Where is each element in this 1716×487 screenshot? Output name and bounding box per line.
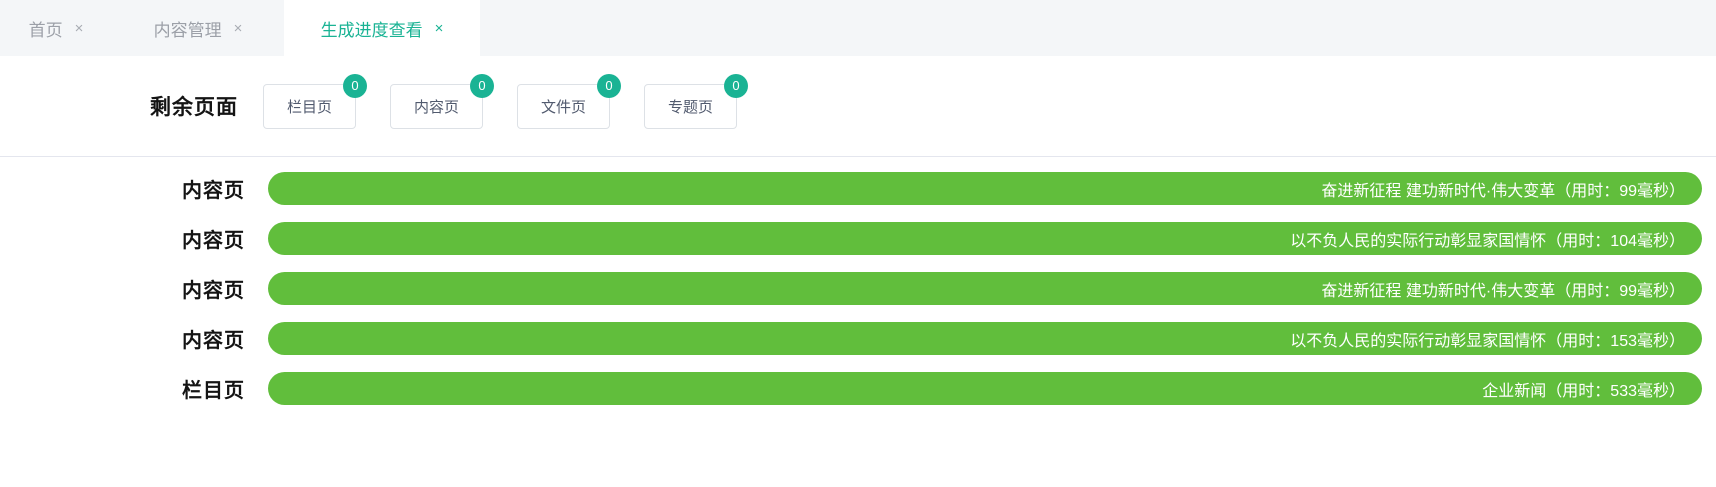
progress-row: 内容页 奋进新征程 建功新时代·伟大变革（用时：99毫秒） <box>0 172 1716 205</box>
progress-bar-text: 奋进新征程 建功新时代·伟大变革（用时：99毫秒） <box>1321 182 1685 200</box>
progress-bar-text: 以不负人民的实际行动彰显家国情怀（用时：104毫秒） <box>1290 232 1685 250</box>
tab-content-management-label: 内容管理 <box>153 20 222 40</box>
counter-column-page-badge: 0 <box>343 73 367 98</box>
counter-file-page-label: 文件页 <box>540 98 586 116</box>
tab-home-label: 首页 <box>28 20 63 40</box>
remaining-pages-header: 剩余页面 栏目页 0 内容页 0 文件页 0 专题页 0 <box>0 56 1716 157</box>
progress-bar: 奋进新征程 建功新时代·伟大变革（用时：99毫秒） <box>268 272 1702 305</box>
progress-bar: 奋进新征程 建功新时代·伟大变革（用时：99毫秒） <box>268 172 1702 205</box>
counter-file-page-badge: 0 <box>597 73 621 98</box>
tab-generation-progress[interactable]: 生成进度查看 × <box>284 0 480 56</box>
progress-row-type: 内容页 <box>182 230 245 252</box>
progress-row: 内容页 以不负人民的实际行动彰显家国情怀（用时：153毫秒） <box>0 322 1716 355</box>
progress-bar-text: 奋进新征程 建功新时代·伟大变革（用时：99毫秒） <box>1321 282 1685 300</box>
tab-generation-progress-label: 生成进度查看 <box>320 20 423 40</box>
counter-content-page-badge: 0 <box>470 73 494 98</box>
progress-bar: 企业新闻（用时：533毫秒） <box>268 372 1702 405</box>
progress-row-type: 内容页 <box>182 280 245 302</box>
counter-content-page-label: 内容页 <box>413 98 459 116</box>
progress-list: 内容页 奋进新征程 建功新时代·伟大变革（用时：99毫秒） 内容页 以不负人民的… <box>0 157 1716 405</box>
counter-topic-page-label: 专题页 <box>667 98 713 116</box>
progress-bar-text: 企业新闻（用时：533毫秒） <box>1482 382 1685 400</box>
progress-row: 内容页 以不负人民的实际行动彰显家国情怀（用时：104毫秒） <box>0 222 1716 255</box>
progress-row-type: 内容页 <box>182 180 245 202</box>
counter-content-page[interactable]: 内容页 0 <box>390 73 494 129</box>
progress-row: 栏目页 企业新闻（用时：533毫秒） <box>0 372 1716 405</box>
progress-bar-text: 以不负人民的实际行动彰显家国情怀（用时：153毫秒） <box>1290 332 1685 350</box>
counter-column-page[interactable]: 栏目页 0 <box>263 73 367 129</box>
counter-column-page-label: 栏目页 <box>286 98 332 116</box>
close-icon[interactable]: × <box>74 19 84 37</box>
counter-file-page[interactable]: 文件页 0 <box>517 73 621 129</box>
close-icon[interactable]: × <box>233 19 243 37</box>
counter-topic-page[interactable]: 专题页 0 <box>644 73 748 129</box>
progress-row: 内容页 奋进新征程 建功新时代·伟大变革（用时：99毫秒） <box>0 272 1716 305</box>
progress-row-type: 栏目页 <box>182 380 245 402</box>
progress-bar: 以不负人民的实际行动彰显家国情怀（用时：153毫秒） <box>268 322 1702 355</box>
close-icon[interactable]: × <box>434 19 444 37</box>
progress-row-type: 内容页 <box>182 330 245 352</box>
remaining-pages-title: 剩余页面 <box>150 96 238 119</box>
counter-topic-page-badge: 0 <box>724 73 748 98</box>
progress-bar: 以不负人民的实际行动彰显家国情怀（用时：104毫秒） <box>268 222 1702 255</box>
tab-home[interactable]: 首页 × <box>0 0 112 56</box>
tab-content-management[interactable]: 内容管理 × <box>112 0 284 56</box>
tab-bar: 首页 × 内容管理 × 生成进度查看 × <box>0 0 1716 56</box>
